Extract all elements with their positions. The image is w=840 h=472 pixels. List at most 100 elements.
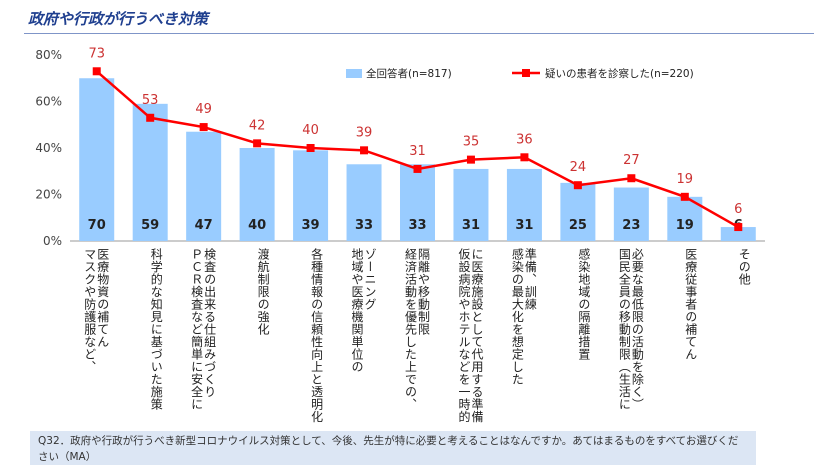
- category-label-line: マスクや防護服など、: [83, 248, 97, 373]
- bar-value-label: 33: [408, 218, 426, 233]
- page-title: 政府や行政が行うべき対策: [28, 10, 209, 28]
- bar: [613, 187, 649, 241]
- legend-label-line: 疑いの患者を診察した(n=220): [545, 67, 694, 80]
- category-label-line: ゾーニング: [363, 248, 377, 311]
- category-label: 医療従事者の補てん: [684, 248, 698, 361]
- category-label-line: ＰＣＲ検査など簡単に安全に: [190, 248, 204, 411]
- line-value-label: 24: [570, 160, 587, 175]
- category-label-line: その他: [737, 248, 751, 286]
- category-label-line: 科学的な知見に基づいた施策: [149, 248, 163, 411]
- category-label-line: 各種情報の信頼性向上と透明化: [310, 247, 324, 424]
- category-label-line: 医療物資の補てん: [96, 248, 110, 348]
- category-label-line: 必要な最低限の活動を除く）: [630, 248, 644, 411]
- line-value-label: 35: [463, 135, 480, 150]
- bar-value-label: 19: [676, 218, 694, 233]
- line-value-label: 42: [249, 118, 266, 133]
- category-label: 各種情報の信頼性向上と透明化: [310, 247, 324, 424]
- line-point: [466, 155, 475, 164]
- line-value-label: 73: [88, 46, 105, 61]
- bar-value-label: 40: [248, 218, 266, 233]
- category-label-line: 地域や医療機関単位の: [350, 248, 364, 373]
- y-tick-label: 80%: [35, 48, 62, 62]
- question-footnote: Q32．政府や行政が行うべき新型コロナウイルス対策として、今後、先生が特に必要と…: [30, 431, 756, 465]
- category-label-line: に医療施設として代用する準備: [470, 248, 484, 423]
- category-label-line: 仮設病院やホテルなどを一時的: [457, 248, 471, 423]
- bar: [186, 131, 222, 241]
- bar: [560, 182, 596, 241]
- line-point: [573, 181, 582, 190]
- line-value-label: 39: [356, 125, 373, 140]
- line-point: [253, 139, 262, 148]
- line-value-label: 53: [142, 93, 159, 108]
- line-point: [360, 146, 369, 155]
- category-label: その他: [737, 248, 751, 286]
- legend-swatch-bar: [346, 69, 362, 78]
- line-point: [734, 223, 743, 232]
- bar-value-label: 31: [515, 218, 533, 233]
- bar-value-label: 33: [355, 218, 373, 233]
- category-label: 科学的な知見に基づいた施策: [149, 248, 163, 411]
- line-point: [520, 153, 529, 162]
- legend-marker-line: [522, 69, 530, 77]
- bar: [400, 164, 435, 241]
- line-value-label: 31: [409, 144, 426, 159]
- y-tick-label: 40%: [35, 141, 62, 155]
- line-point: [413, 164, 422, 173]
- category-label-line: 感染の最大化を想定した: [510, 247, 524, 386]
- bar: [506, 168, 542, 241]
- legend-label-bar: 全回答者(n=817): [366, 67, 452, 80]
- bar-line-chart: 0% 20% 40% 60% 80% 70 59 47 40 39 33 33 31 31 25 23 19 6…: [35, 46, 765, 424]
- category-label-line: 検査の出来る仕組みづくり: [203, 248, 217, 398]
- category-label: 感染地域の隔離措置: [577, 247, 591, 361]
- title-divider: [24, 33, 814, 34]
- line-point: [146, 113, 155, 122]
- line-point: [680, 192, 689, 201]
- bar-value-label: 39: [302, 218, 320, 233]
- bar: [239, 148, 275, 241]
- category-label: 渡航制限の強化: [256, 247, 270, 336]
- bar-value-label: 23: [622, 218, 640, 233]
- category-label-line: 経済活動を優先した上での、: [404, 248, 418, 411]
- line-value-label: 49: [195, 102, 212, 117]
- bar: [346, 164, 382, 241]
- line-value-label: 27: [623, 153, 640, 168]
- category-label-line: 感染地域の隔離措置: [577, 247, 591, 361]
- bar-value-label: 47: [195, 218, 213, 233]
- category-label: 必要な最低限の活動を除く）国民全員の移動制限（生活に: [617, 248, 644, 411]
- y-tick-label: 20%: [35, 188, 62, 202]
- bar-value-label: 31: [462, 218, 480, 233]
- bar: [453, 168, 489, 241]
- line-point: [627, 174, 636, 183]
- bar: [79, 78, 115, 241]
- line-value-label: 40: [302, 123, 319, 138]
- line-series: 73 53 49 42 40 39 31 35 36 24 27 19 6: [88, 46, 743, 232]
- bar-value-label: 59: [141, 218, 159, 233]
- line-value-label: 6: [734, 202, 742, 217]
- line-point: [199, 123, 208, 132]
- bar: [132, 103, 168, 241]
- line-point: [306, 144, 315, 152]
- category-label-line: 準備、訓練: [523, 247, 537, 311]
- category-label-line: 隔離や移動制限: [417, 248, 431, 336]
- y-tick-label: 60%: [35, 95, 62, 109]
- legend: 全回答者(n=817) 疑いの患者を診察した(n=220): [346, 67, 694, 80]
- line-value-label: 19: [677, 172, 694, 187]
- category-label-line: 渡航制限の強化: [256, 247, 270, 336]
- y-tick-label: 0%: [43, 234, 62, 248]
- category-label-line: 国民全員の移動制限（生活に: [617, 248, 631, 411]
- bar: [720, 227, 756, 241]
- bar-value-label: 70: [88, 218, 106, 233]
- line-value-label: 36: [516, 132, 533, 147]
- bar-value-label: 25: [569, 218, 587, 233]
- bars: [79, 78, 756, 241]
- line-point: [92, 67, 101, 76]
- category-label-line: 医療従事者の補てん: [684, 248, 698, 361]
- bar: [293, 150, 329, 241]
